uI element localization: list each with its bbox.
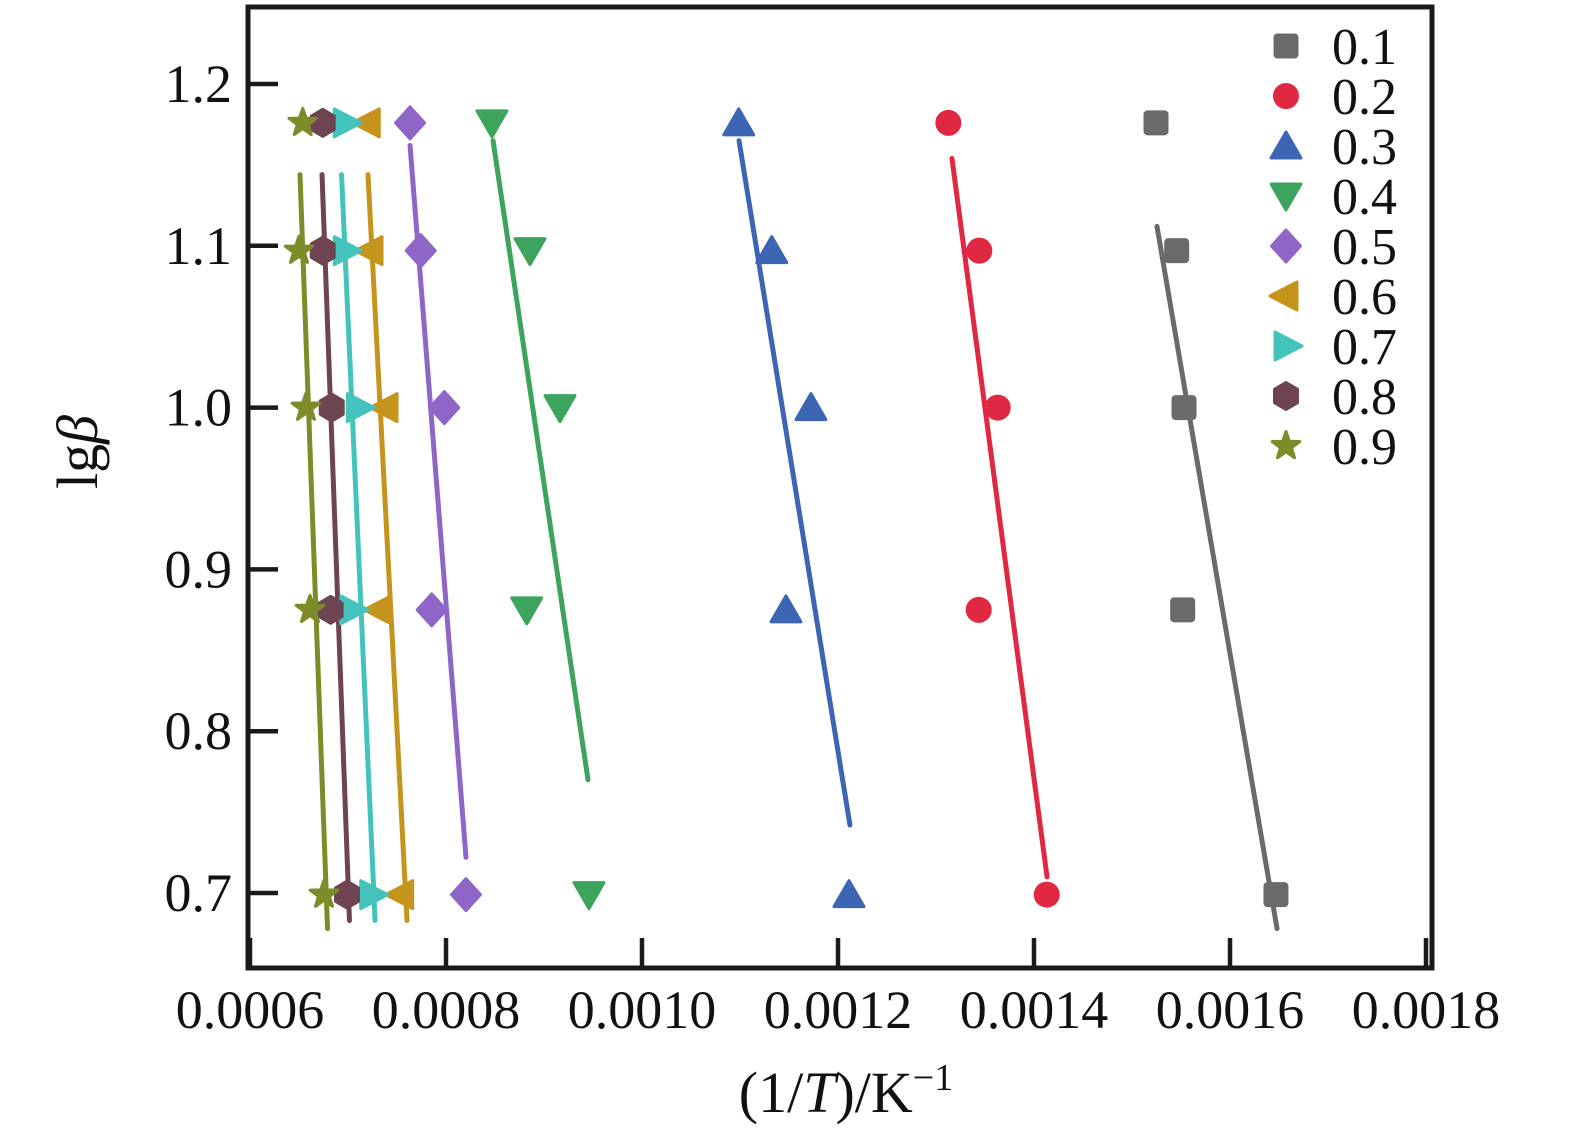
legend-marker-0.6 (1268, 280, 1299, 312)
x-tick-label: 0.0006 (176, 980, 325, 1040)
marker-0.4 (510, 596, 544, 626)
marker-0.5 (415, 592, 448, 628)
plot-frame (245, 4, 1435, 971)
y-tick-label: 1.1 (165, 216, 233, 276)
marker-0.2 (965, 596, 992, 623)
x-tick-label: 0.0012 (764, 980, 913, 1040)
fit-line-0.7 (339, 172, 378, 924)
marker-0.1 (1171, 395, 1197, 421)
marker-0.3 (722, 107, 756, 137)
marker-0.8 (309, 235, 336, 266)
marker-0.5 (449, 877, 482, 913)
marker-0.1 (1143, 110, 1169, 136)
marker-0.9 (287, 106, 319, 137)
marker-0.4 (513, 237, 547, 267)
legend-marker-0.7 (1273, 330, 1304, 362)
x-tick-label: 0.0016 (1156, 980, 1305, 1040)
fit-line-0.6 (365, 172, 410, 924)
y-axis-label: lgβ (45, 415, 110, 489)
legend-marker-0.2 (1273, 83, 1299, 109)
marker-0.6 (362, 594, 393, 626)
fit-line-0.3 (736, 138, 853, 828)
fit-line-0.1 (1154, 223, 1280, 932)
marker-0.5 (428, 390, 461, 426)
marker-0.7 (359, 879, 390, 911)
marker-0.1 (1164, 238, 1190, 264)
marker-0.8 (334, 879, 361, 910)
x-axis-label: (1/T)/K−1 (739, 1057, 953, 1125)
y-tick-label: 1.0 (165, 378, 233, 438)
legend-label-0.6: 0.6 (1332, 269, 1397, 326)
marker-0.6 (353, 235, 384, 267)
marker-0.2 (1033, 881, 1060, 908)
marker-0.9 (283, 234, 315, 264)
legend-label-0.4: 0.4 (1332, 169, 1397, 226)
marker-0.9 (294, 593, 326, 624)
fit-line-0.9 (297, 172, 331, 932)
marker-0.6 (350, 107, 381, 139)
legend-marker-0.3 (1269, 130, 1303, 160)
legend-label-0.1: 0.1 (1332, 19, 1397, 76)
x-tick-label: 0.0008 (372, 980, 521, 1040)
marker-0.2 (984, 394, 1011, 421)
marker-0.5 (394, 105, 427, 141)
marker-0.2 (935, 109, 962, 136)
marker-0.1 (1170, 597, 1196, 623)
marker-0.6 (384, 879, 415, 911)
fit-line-0.8 (319, 172, 352, 924)
legend-label-0.8: 0.8 (1332, 369, 1397, 426)
marker-0.4 (543, 394, 577, 424)
y-tick-label: 1.2 (165, 54, 233, 114)
marker-0.6 (368, 392, 399, 424)
legend-marker-0.5 (1270, 228, 1302, 264)
marker-0.9 (308, 878, 340, 908)
legend-label-0.2: 0.2 (1332, 69, 1397, 126)
marker-0.7 (332, 107, 363, 139)
marker-0.4 (572, 881, 606, 911)
y-tick-label: 0.7 (165, 863, 233, 923)
legend-marker-0.4 (1269, 182, 1303, 212)
y-tick-label: 0.8 (165, 701, 233, 761)
marker-0.3 (832, 879, 866, 909)
x-tick-label: 0.0014 (960, 980, 1109, 1040)
legend-label-0.5: 0.5 (1332, 219, 1397, 276)
x-tick-label: 0.0018 (1352, 980, 1501, 1040)
fit-line-0.4 (490, 138, 591, 783)
marker-0.2 (966, 237, 993, 264)
fit-line-0.2 (949, 155, 1050, 880)
marker-0.3 (794, 392, 828, 422)
marker-0.3 (755, 235, 789, 265)
marker-0.9 (290, 391, 322, 421)
marker-0.3 (769, 594, 803, 624)
marker-0.7 (345, 392, 376, 424)
legend-label-0.9: 0.9 (1332, 419, 1397, 476)
legend-marker-0.8 (1273, 381, 1299, 411)
y-tick-label: 0.9 (165, 539, 233, 599)
marker-0.4 (475, 109, 509, 139)
marker-0.8 (317, 594, 344, 625)
marker-0.5 (404, 233, 437, 269)
marker-0.8 (309, 107, 336, 138)
legend-marker-0.1 (1273, 33, 1299, 59)
marker-0.1 (1263, 882, 1289, 908)
legend-marker-0.9 (1270, 430, 1302, 460)
legend-label-0.3: 0.3 (1332, 119, 1397, 176)
x-tick-label: 0.0010 (568, 980, 717, 1040)
marker-0.8 (318, 392, 345, 423)
legend-label-0.7: 0.7 (1332, 319, 1397, 376)
